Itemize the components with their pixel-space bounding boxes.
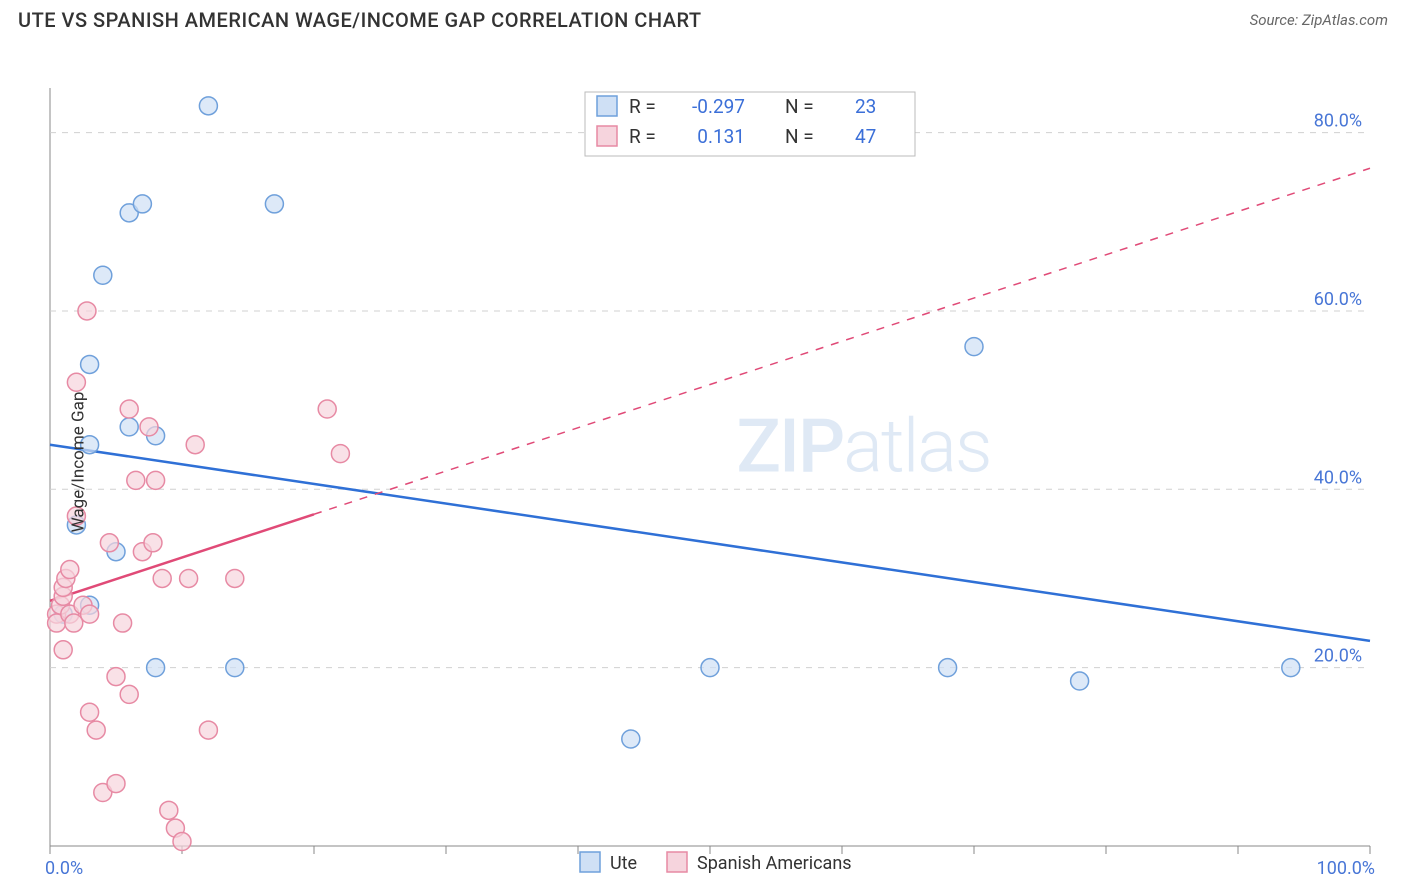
data-point	[140, 418, 158, 436]
y-tick-label: 60.0%	[1314, 289, 1362, 310]
stat-n-label: N =	[785, 95, 814, 118]
data-point	[107, 668, 125, 686]
data-point	[144, 534, 162, 552]
data-point	[120, 685, 138, 703]
data-point	[61, 561, 79, 579]
stat-r-value: 0.131	[697, 125, 745, 148]
stat-n-label: N =	[785, 125, 814, 148]
chart-container: Wage/Income Gap 20.0% 40.0% 60.0% 80.0% 0.0%…	[0, 38, 1406, 886]
data-point	[318, 400, 336, 418]
y-tick-label: 20.0%	[1314, 646, 1362, 667]
data-point	[265, 195, 283, 213]
trend-line-spanish-americans	[50, 514, 314, 601]
data-point	[701, 659, 719, 677]
stat-r-value: -0.297	[692, 95, 745, 118]
data-point	[173, 833, 191, 851]
data-point	[199, 97, 217, 115]
stat-n-value: 23	[855, 95, 876, 118]
data-point	[965, 338, 983, 356]
x-max-label: 100.0%	[1317, 858, 1375, 879]
data-point	[54, 641, 72, 659]
legend-swatch-bottom	[580, 852, 600, 872]
legend-label: Spanish Americans	[697, 853, 852, 874]
data-point	[107, 775, 125, 793]
data-point	[100, 534, 118, 552]
data-point	[127, 471, 145, 489]
data-point	[160, 801, 178, 819]
y-tick-label: 40.0%	[1314, 467, 1362, 488]
legend-swatch	[597, 126, 617, 146]
data-point	[65, 614, 83, 632]
legend-swatch	[597, 96, 617, 116]
data-point	[87, 721, 105, 739]
x-min-label: 0.0%	[45, 858, 83, 879]
data-point	[67, 373, 85, 391]
scatter-chart: 20.0% 40.0% 60.0% 80.0% 0.0% 100.0% ZIPatlas R …	[0, 38, 1406, 886]
data-point	[226, 659, 244, 677]
legend-label: Ute	[610, 853, 637, 874]
data-point	[147, 659, 165, 677]
data-point	[186, 436, 204, 454]
data-point	[147, 471, 165, 489]
trend-line-ute	[50, 445, 1370, 641]
stat-r-label: R =	[629, 95, 656, 118]
stat-r-label: R =	[629, 125, 656, 148]
source-label: Source: ZipAtlas.com	[1250, 11, 1388, 29]
y-axis-label: Wage/Income Gap	[68, 392, 88, 533]
data-point	[153, 569, 171, 587]
data-point	[939, 659, 957, 677]
data-point	[226, 569, 244, 587]
data-point	[180, 569, 198, 587]
data-point	[81, 605, 99, 623]
chart-title: UTE VS SPANISH AMERICAN WAGE/INCOME GAP …	[18, 8, 702, 32]
data-point	[199, 721, 217, 739]
watermark: ZIPatlas	[736, 403, 990, 490]
data-point	[133, 195, 151, 213]
data-point	[81, 703, 99, 721]
data-point	[94, 266, 112, 284]
stat-n-value: 47	[855, 125, 876, 148]
data-point	[622, 730, 640, 748]
legend-swatch-bottom	[667, 852, 687, 872]
data-point	[78, 302, 96, 320]
chart-header: UTE VS SPANISH AMERICAN WAGE/INCOME GAP …	[0, 0, 1406, 38]
data-point	[1071, 672, 1089, 690]
data-point	[331, 445, 349, 463]
data-point	[120, 418, 138, 436]
data-point	[1282, 659, 1300, 677]
data-point	[81, 355, 99, 373]
data-point	[114, 614, 132, 632]
y-tick-label: 80.0%	[1314, 111, 1362, 132]
data-point	[120, 400, 138, 418]
